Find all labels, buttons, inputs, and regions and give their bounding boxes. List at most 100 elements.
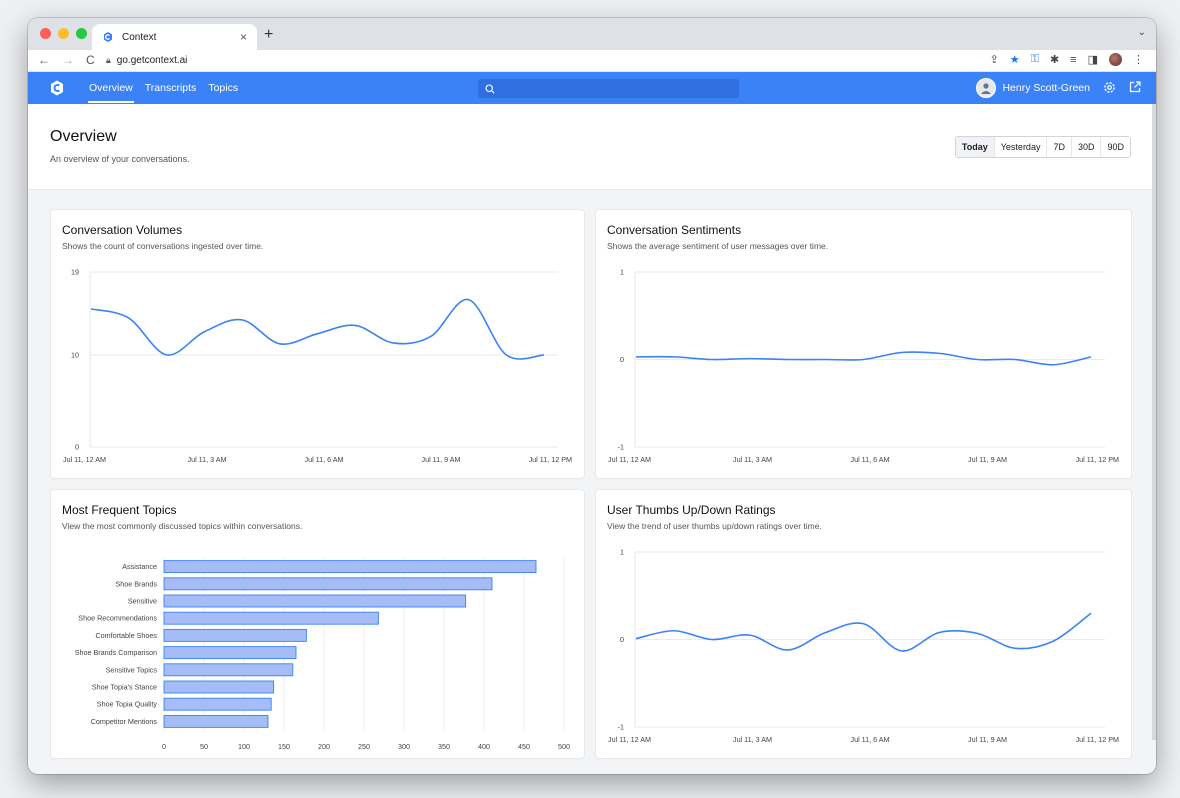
range-today-button[interactable]: Today: [955, 137, 994, 157]
bar: [163, 577, 493, 591]
x-tick-label: Jul 11, 3 AM: [733, 735, 772, 744]
tab-search-icon[interactable]: ⌄: [1137, 27, 1146, 38]
profile-avatar-icon[interactable]: [1109, 53, 1122, 66]
app-tabs: Overview Transcripts Topics: [88, 72, 239, 104]
category-label: Sensitive Topics: [106, 665, 158, 674]
range-30d-button[interactable]: 30D: [1070, 137, 1101, 157]
category-label: Competitor Mentions: [91, 717, 158, 726]
card-title: Conversation Volumes: [62, 223, 183, 237]
bar: [163, 646, 297, 660]
x-tick-label: 150: [278, 742, 290, 751]
bar: [163, 594, 467, 608]
category-label: Shoe Brands: [115, 579, 157, 588]
external-link-icon[interactable]: [1128, 80, 1142, 94]
x-tick-label: 250: [358, 742, 370, 751]
category-label: Assistance: [122, 562, 157, 571]
series-line: [90, 298, 545, 360]
x-tick-label: 200: [318, 742, 330, 751]
x-tick-label: Jul 11, 12 PM: [529, 455, 572, 464]
range-7d-button[interactable]: 7D: [1046, 137, 1071, 157]
x-tick-label: 100: [238, 742, 250, 751]
category-label: Shoe Topia Quality: [97, 700, 158, 709]
card-title: User Thumbs Up/Down Ratings: [607, 503, 776, 517]
extensions-icon[interactable]: ✱: [1049, 54, 1060, 66]
card-description: Shows the average sentiment of user mess…: [607, 241, 829, 251]
gear-icon[interactable]: [1103, 81, 1116, 94]
y-tick-label: 0: [620, 355, 624, 364]
bar: [163, 714, 269, 728]
forward-icon[interactable]: →: [62, 53, 74, 67]
y-tick-label: 0: [75, 443, 79, 452]
x-tick-label: 400: [478, 742, 490, 751]
card-description: View the trend of user thumbs up/down ra…: [607, 521, 822, 531]
side-panel-icon[interactable]: ◨: [1087, 54, 1098, 66]
maximize-window-button[interactable]: [76, 28, 87, 39]
tab-overview[interactable]: Overview: [88, 82, 134, 103]
y-tick-label: 19: [71, 268, 79, 277]
app-navbar: Overview Transcripts Topics Henry Scott-…: [28, 72, 1156, 104]
series-line: [635, 612, 1092, 652]
avatar: [976, 78, 997, 98]
window-controls: [40, 28, 87, 39]
x-tick-label: 50: [200, 742, 208, 751]
range-90d-button[interactable]: 90D: [1100, 137, 1130, 157]
bookmark-star-icon[interactable]: ★: [1009, 54, 1020, 66]
url-field[interactable]: 🔒︎ go.getcontext.ai: [106, 55, 187, 66]
minimize-window-button[interactable]: [58, 28, 69, 39]
bar: [163, 611, 379, 625]
tab-transcripts[interactable]: Transcripts: [144, 82, 197, 94]
category-label: Sensitive: [128, 597, 157, 606]
range-yesterday-button[interactable]: Yesterday: [993, 137, 1047, 157]
y-tick-label: 0: [620, 635, 624, 644]
x-tick-label: 0: [162, 742, 166, 751]
url-text: go.getcontext.ai: [116, 55, 188, 66]
date-range-selector: Today Yesterday 7D 30D 90D: [954, 136, 1131, 158]
category-label: Shoe Topia's Stance: [92, 683, 157, 692]
x-tick-label: Jul 11, 3 AM: [733, 455, 772, 464]
tab-title: Context: [122, 31, 157, 43]
y-tick-label: 1: [620, 268, 624, 277]
browser-menu-icon[interactable]: ⋮: [1133, 54, 1144, 66]
bar: [163, 628, 307, 642]
browser-tab-strip: Context × + ⌄: [28, 18, 1156, 50]
page-subtitle: An overview of your conversations.: [50, 154, 190, 164]
x-tick-label: Jul 11, 9 AM: [968, 455, 1007, 464]
tab-topics[interactable]: Topics: [208, 82, 239, 94]
user-menu[interactable]: Henry Scott-Green: [976, 78, 1090, 98]
bar: [163, 697, 272, 711]
reload-icon[interactable]: C: [86, 53, 95, 67]
user-avatar-icon: [981, 83, 992, 94]
key-icon[interactable]: ⚿: [1030, 53, 1039, 65]
share-icon[interactable]: ⇪: [989, 54, 999, 66]
user-name: Henry Scott-Green: [1002, 82, 1090, 94]
x-tick-label: Jul 11, 6 AM: [850, 735, 889, 744]
close-window-button[interactable]: [40, 28, 51, 39]
new-tab-button[interactable]: +: [264, 26, 274, 43]
x-tick-label: Jul 11, 12 PM: [1076, 735, 1119, 744]
page-title: Overview: [50, 128, 117, 145]
back-icon[interactable]: ←: [38, 53, 50, 67]
browser-tab[interactable]: Context ×: [92, 24, 257, 50]
x-tick-label: Jul 11, 12 PM: [1076, 455, 1119, 464]
tab-close-icon[interactable]: ×: [239, 30, 247, 44]
navigation-buttons: ← → C: [38, 53, 95, 67]
browser-toolbar-icons: ⇪ ★ ⚿ ✱ ≡ ◨ ⋮: [989, 53, 1144, 66]
card-description: Shows the count of conversations ingeste…: [62, 241, 264, 251]
browser-window: Context × + ⌄ ← → C 🔒︎ go.getcontext.ai …: [28, 18, 1156, 774]
x-tick-label: 300: [398, 742, 410, 751]
bar: [163, 680, 275, 694]
search-input[interactable]: [478, 79, 739, 98]
line-chart: -1 0 1 Jul 11, 12 AM Jul 11, 3 AM Jul 11, 6 A…: [608, 548, 1119, 745]
page-scrollbar[interactable]: [1152, 104, 1156, 740]
context-logo-icon[interactable]: [50, 80, 64, 96]
x-tick-label: 500: [558, 742, 570, 751]
line-chart: 0 10 19 Jul 11, 12 AM Jul 11, 3 AM Jul 11, 6 …: [63, 268, 572, 465]
x-tick-label: 450: [518, 742, 530, 751]
context-favicon-icon: [104, 32, 112, 42]
x-tick-label: Jul 11, 12 AM: [608, 735, 651, 744]
conversation-sentiments-card: Conversation Sentiments Shows the averag…: [596, 210, 1131, 478]
x-tick-label: Jul 11, 12 AM: [608, 455, 651, 464]
y-tick-label: 10: [71, 350, 79, 359]
user-ratings-card: User Thumbs Up/Down Ratings View the tre…: [596, 490, 1131, 758]
reading-list-icon[interactable]: ≡: [1070, 53, 1077, 66]
